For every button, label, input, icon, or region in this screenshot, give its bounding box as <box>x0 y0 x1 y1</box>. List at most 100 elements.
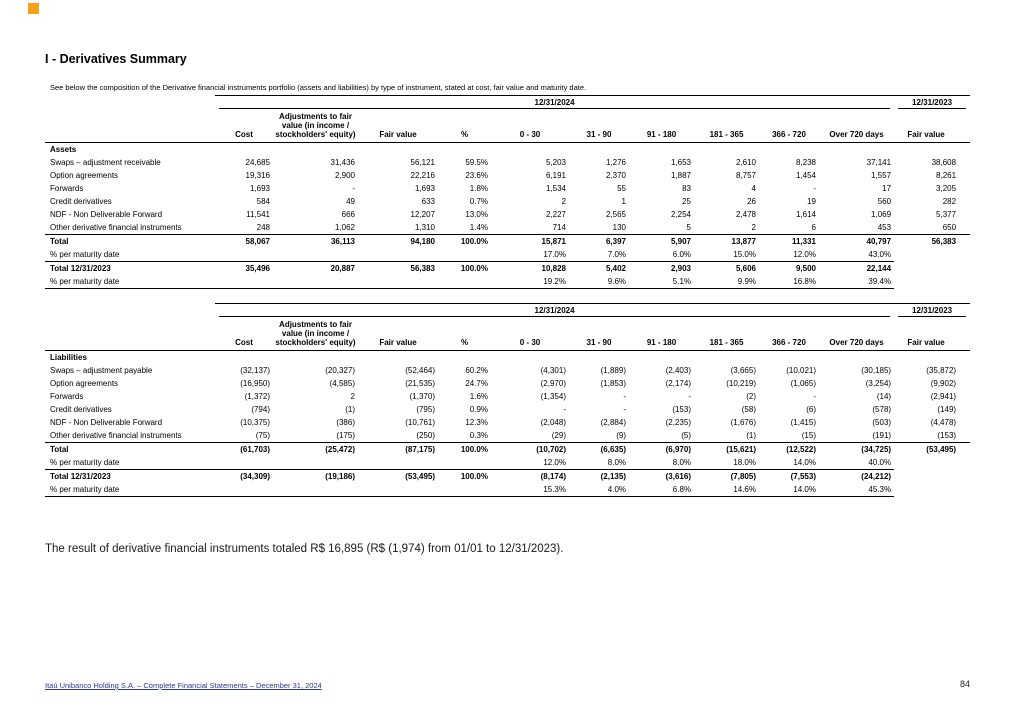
value-cell: 6 <box>811 223 816 232</box>
value-cell: (1,676) <box>730 418 756 427</box>
period-current-label: 12/31/2024 <box>219 96 891 109</box>
value-cell: (4,301) <box>540 366 566 375</box>
table-row: Forwards (1,372) 2 (1,370) 1.6% (1,354) - - (2) -… <box>45 390 970 403</box>
row-label: Total <box>45 234 215 248</box>
row-label: % per maturity date <box>50 250 120 259</box>
value-cell: 17 <box>882 184 892 193</box>
row-label: Swaps – adjustment receivable <box>50 158 161 167</box>
period-current-cell: 12/31/2024 <box>215 303 895 317</box>
value-cell: 1.6% <box>469 392 488 401</box>
value-cell: (1,853) <box>600 379 626 388</box>
row-label: Total 12/31/2023 <box>45 261 215 275</box>
value-cell: 5,402 <box>569 261 629 275</box>
table-row: Other derivative financial instruments 24… <box>45 221 970 235</box>
assets-table-body: Assets Swaps – adjustment receivable 24,68… <box>45 143 971 289</box>
value-cell: 1,693 <box>249 184 270 193</box>
table-row: Credit derivatives 584 49 633 0.7% 2 1 25 26 19 56… <box>45 195 970 208</box>
value-cell: (7,805) <box>694 469 759 483</box>
value-cell: 1,887 <box>670 171 691 180</box>
value-cell: 8,261 <box>936 171 957 180</box>
value-cell: 650 <box>942 223 957 232</box>
column-header: Over 720 days <box>819 109 895 143</box>
value-cell: 4.0% <box>569 483 629 497</box>
value-cell: 56,383 <box>894 234 971 248</box>
value-cell: 14.0% <box>793 458 816 467</box>
page-marker-icon <box>28 3 39 14</box>
value-cell: 1,069 <box>871 210 892 219</box>
value-cell <box>894 351 970 365</box>
value-cell: 24.7% <box>465 379 488 388</box>
value-cell: (794) <box>251 405 270 414</box>
column-header: 91 - 180 <box>629 109 694 143</box>
value-cell: 31,436 <box>330 158 355 167</box>
value-cell: 58,067 <box>215 234 273 248</box>
value-cell: (16,950) <box>240 379 270 388</box>
table-row: Total 12/31/2023 (34,309) (19,186) (53,495)… <box>45 469 970 483</box>
value-cell: (75) <box>255 431 270 440</box>
header-spacer-cell <box>45 304 215 318</box>
table-row: Total (61,703) (25,472) (87,175) 100.0% (10,7… <box>45 442 971 456</box>
value-cell <box>438 456 491 470</box>
value-cell: 11,541 <box>246 210 270 219</box>
row-label: NDF - Non Deliverable Forward <box>50 418 163 427</box>
value-cell: - <box>623 405 626 414</box>
row-label: Forwards <box>50 184 84 193</box>
value-cell: 5.1% <box>629 275 694 289</box>
value-cell: 1,454 <box>795 171 816 180</box>
period-prior-cell: 12/31/2023 <box>894 95 971 109</box>
value-cell: 17.0% <box>543 250 566 259</box>
liabilities-table-container: 12/31/2024 12/31/2023 Cost Adjustments to… <box>45 303 971 497</box>
value-cell: 2,254 <box>670 210 691 219</box>
value-cell: (1) <box>345 405 355 414</box>
value-cell: 56,121 <box>410 158 435 167</box>
row-label: Swaps – adjustment payable <box>50 366 153 375</box>
column-header-spacer <box>45 317 215 351</box>
column-header: 0 - 30 <box>491 317 569 351</box>
value-cell: 40,797 <box>819 234 895 248</box>
value-cell: 1,310 <box>414 223 435 232</box>
value-cell: 9.9% <box>694 275 759 289</box>
table-row: Total 58,067 36,113 94,180 100.0% 15,871 6,397… <box>45 234 971 248</box>
value-cell: 14.6% <box>694 483 759 497</box>
value-cell <box>273 248 358 262</box>
value-cell: 13,877 <box>694 234 759 248</box>
table-row: Credit derivatives (794) (1) (795) 0.9% - - (15… <box>45 403 970 416</box>
value-cell: 130 <box>612 223 626 232</box>
value-cell: (24,212) <box>819 469 895 483</box>
row-label: Assets <box>50 145 77 154</box>
value-cell <box>894 483 970 497</box>
table-row: Assets <box>45 143 970 157</box>
value-cell: (795) <box>416 405 435 414</box>
value-cell: 59.5% <box>465 158 488 167</box>
table-row: NDF - Non Deliverable Forward 11,541 666 12… <box>45 208 970 221</box>
value-cell: (3,665) <box>730 366 756 375</box>
value-cell <box>759 351 819 365</box>
value-cell: (6) <box>806 405 816 414</box>
value-cell: 1 <box>621 197 626 206</box>
value-cell: 24,685 <box>245 158 270 167</box>
liabilities-table-header: 12/31/2024 12/31/2023 Cost Adjustments to… <box>45 303 971 351</box>
value-cell: 2 <box>751 223 756 232</box>
period-header-row: 12/31/2024 12/31/2023 <box>45 303 971 318</box>
value-cell: 60.2% <box>465 366 488 375</box>
value-cell: 1,693 <box>414 184 435 193</box>
value-cell <box>215 143 273 157</box>
row-label: Credit derivatives <box>50 197 112 206</box>
value-cell: (250) <box>416 431 435 440</box>
row-label: Credit derivatives <box>50 405 112 414</box>
value-cell <box>894 248 970 262</box>
value-cell <box>438 143 491 157</box>
value-cell: 5,606 <box>694 261 759 275</box>
value-cell <box>358 248 438 262</box>
value-cell: 7.0% <box>607 250 626 259</box>
value-cell: 10,828 <box>491 261 569 275</box>
value-cell: (2,403) <box>665 366 691 375</box>
value-cell: (7,553) <box>759 469 819 483</box>
table-row: % per maturity date 19.2% 9.6% 5.1% 9.9% 16.8… <box>45 275 970 289</box>
value-cell: (5) <box>681 431 691 440</box>
value-cell: (191) <box>872 431 892 440</box>
value-cell <box>273 483 358 497</box>
value-cell <box>358 143 438 157</box>
value-cell: 8,238 <box>795 158 816 167</box>
value-cell: (15) <box>801 431 816 440</box>
